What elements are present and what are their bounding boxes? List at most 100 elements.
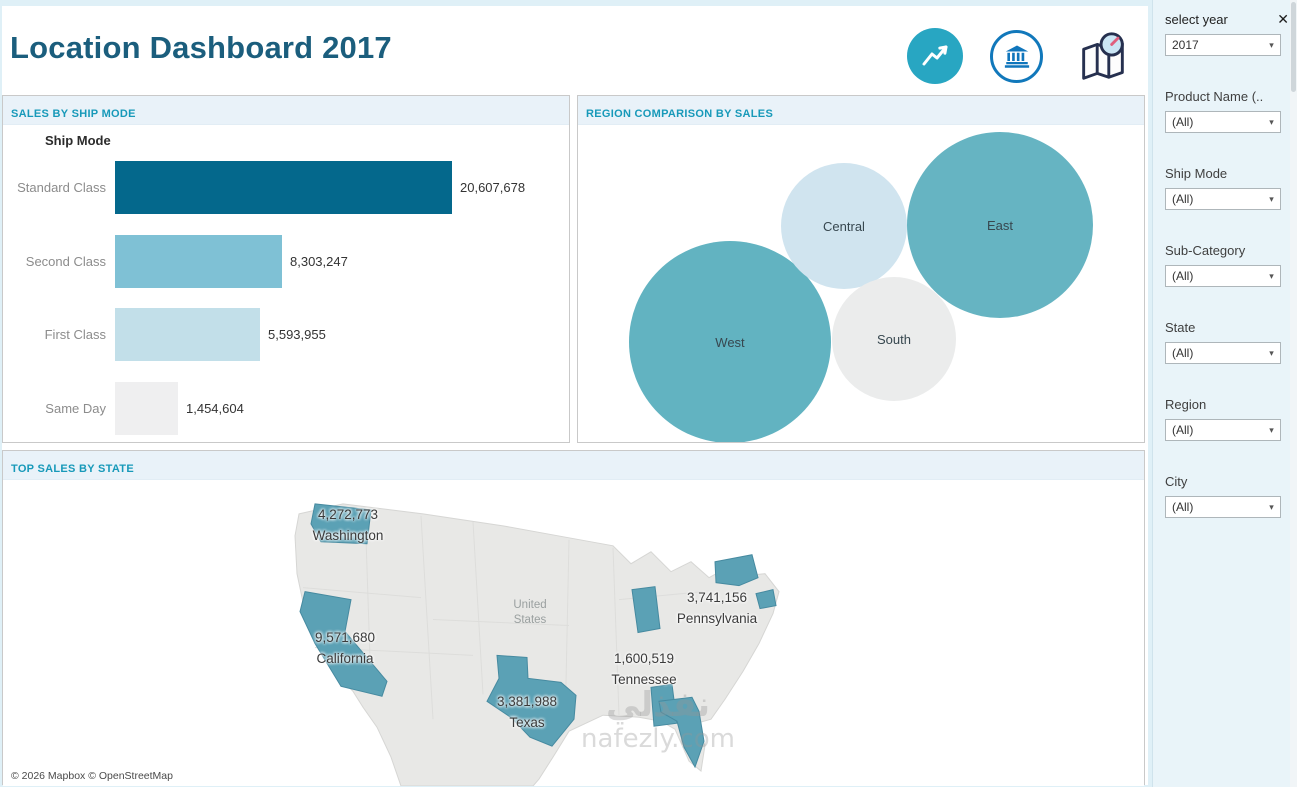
dropdown-value: (All): [1172, 423, 1194, 437]
dropdown-value: (All): [1172, 500, 1194, 514]
bar-row: First Class 5,593,955: [3, 308, 565, 361]
map-panel: TOP SALES BY STATE: [2, 450, 1145, 786]
panel-title: REGION COMPARISON BY SALES: [586, 108, 774, 120]
chevron-down-icon[interactable]: ▾: [1269, 116, 1274, 127]
year-dropdown[interactable]: 2017 ▾: [1165, 34, 1281, 56]
chevron-down-icon[interactable]: ▾: [1269, 193, 1274, 204]
state-dropdown[interactable]: (All) ▾: [1165, 342, 1281, 364]
page-title: Location Dashboard 2017: [10, 30, 392, 65]
chevron-down-icon[interactable]: ▾: [1269, 501, 1274, 512]
sidebar-scrollbar[interactable]: [1290, 0, 1297, 787]
bubble-label: Central: [823, 218, 865, 234]
state-shape-northeast[interactable]: [755, 589, 777, 610]
bubble-label: West: [715, 334, 745, 350]
sub-category-dropdown[interactable]: (All) ▾: [1165, 265, 1281, 287]
region-dropdown[interactable]: (All) ▾: [1165, 419, 1281, 441]
chevron-down-icon[interactable]: ▾: [1269, 347, 1274, 358]
region-panel: REGION COMPARISON BY SALES East West Cen…: [577, 95, 1145, 443]
bar-row: Same Day 1,454,604: [3, 382, 565, 435]
state-shape-new-york[interactable]: [714, 554, 759, 587]
map-label-value: 3,381,988: [496, 694, 558, 709]
filter-label: Sub-Category: [1165, 243, 1246, 258]
filter-label: Region: [1165, 397, 1207, 412]
filter-label: State: [1165, 320, 1196, 335]
map-label-texas: 3,381,988 Texas: [497, 691, 557, 733]
map-attribution[interactable]: © 2026 Mapbox © OpenStreetMap: [5, 768, 179, 784]
ship-mode-dropdown[interactable]: (All) ▾: [1165, 188, 1281, 210]
filter-label: Product Name (..: [1165, 89, 1264, 104]
filter-label: Ship Mode: [1165, 166, 1228, 181]
bubble-central[interactable]: Central: [781, 163, 907, 289]
map-label-value: 4,272,773: [317, 507, 379, 522]
filter-product-name: Product Name (.. (All) ▾: [1165, 89, 1281, 133]
watermark-arabic: نفذلي: [605, 685, 711, 725]
watermark-latin: nafezly.com: [581, 724, 735, 754]
product-name-dropdown[interactable]: (All) ▾: [1165, 111, 1281, 133]
state-shape-indiana[interactable]: [631, 586, 661, 634]
state-shape-california[interactable]: [299, 591, 388, 697]
bar-second-class[interactable]: [115, 235, 282, 288]
sidebar-scrollbar-thumb[interactable]: [1291, 2, 1296, 92]
map-label-washington: 4,272,773 Washington: [313, 504, 384, 546]
map-canvas[interactable]: 4,272,773 Washington 9,571,680 Californi…: [3, 480, 1144, 786]
map-label-value: 3,741,156: [686, 590, 748, 605]
dropdown-value: (All): [1172, 269, 1194, 283]
map-label-state: California: [316, 651, 374, 666]
axis-title-ship-mode: Ship Mode: [45, 133, 111, 148]
bar-row: Standard Class 20,607,678: [3, 161, 565, 214]
bubble-east[interactable]: East: [907, 132, 1093, 318]
region-bubble-chart: East West Central South: [578, 125, 1144, 442]
map-label-value: 9,571,680: [314, 630, 376, 645]
usa-map: [294, 503, 780, 786]
line-chart-icon: [922, 45, 948, 66]
filter-region: Region (All) ▾: [1165, 397, 1281, 441]
header: Location Dashboard 2017: [2, 6, 1148, 90]
dropdown-value: (All): [1172, 115, 1194, 129]
watermark: نفذلي nafezly.com: [581, 686, 735, 754]
filter-sidebar: select year ✕ 2017 ▾ Product Name (.. (A…: [1152, 0, 1297, 787]
bubble-south[interactable]: South: [832, 277, 956, 401]
dropdown-value: (All): [1172, 192, 1194, 206]
map-label-pennsylvania: 3,741,156 Pennsylvania: [677, 587, 757, 629]
map-label-california: 9,571,680 California: [315, 627, 375, 669]
toolbar-button-line-chart[interactable]: [907, 28, 963, 84]
bar-value-label: 5,593,955: [268, 327, 326, 342]
map-label-state: Texas: [509, 715, 545, 730]
city-dropdown[interactable]: (All) ▾: [1165, 496, 1281, 518]
panel-title: TOP SALES BY STATE: [11, 463, 134, 475]
bar-same-day[interactable]: [115, 382, 178, 435]
map-label-state: Tennessee: [611, 672, 677, 687]
bar-standard-class[interactable]: [115, 161, 452, 214]
close-icon[interactable]: ✕: [1277, 11, 1289, 27]
bar-value-label: 8,303,247: [290, 254, 348, 269]
filter-label: City: [1165, 474, 1188, 489]
bar-category-label: First Class: [44, 327, 106, 342]
map-label-tennessee: 1,600,519 Tennessee: [611, 648, 676, 690]
chevron-down-icon[interactable]: ▾: [1269, 39, 1274, 50]
toolbar-button-bank[interactable]: [990, 30, 1043, 83]
bubble-label: East: [986, 217, 1013, 233]
filter-label: select year: [1165, 12, 1228, 27]
chevron-down-icon[interactable]: ▾: [1269, 270, 1274, 281]
bar-value-label: 20,607,678: [460, 180, 526, 195]
region-panel-titlebar: REGION COMPARISON BY SALES: [578, 96, 1144, 125]
country-label: United States: [513, 599, 547, 626]
bubble-label: South: [877, 331, 911, 347]
chevron-down-icon[interactable]: ▾: [1269, 424, 1274, 435]
map-label-value: 1,600,519: [613, 651, 675, 666]
ship-mode-chart: Ship Mode Standard Class 20,607,678 Seco…: [3, 125, 569, 442]
bubble-west[interactable]: West: [629, 241, 831, 442]
filter-ship-mode: Ship Mode (All) ▾: [1165, 166, 1281, 210]
dropdown-value: 2017: [1172, 38, 1199, 52]
state-shape-texas[interactable]: [486, 654, 577, 747]
bank-icon: [1004, 45, 1029, 68]
state-shape-washington[interactable]: [310, 503, 372, 545]
dropdown-value: (All): [1172, 346, 1194, 360]
toolbar-button-map-compass[interactable]: [1073, 28, 1133, 86]
filter-state: State (All) ▾: [1165, 320, 1281, 364]
map-label-state: Pennsylvania: [676, 611, 758, 626]
bar-first-class[interactable]: [115, 308, 260, 361]
state-shape-florida[interactable]: [658, 696, 705, 769]
ship-mode-panel-titlebar: SALES BY SHIP MODE: [3, 96, 569, 125]
